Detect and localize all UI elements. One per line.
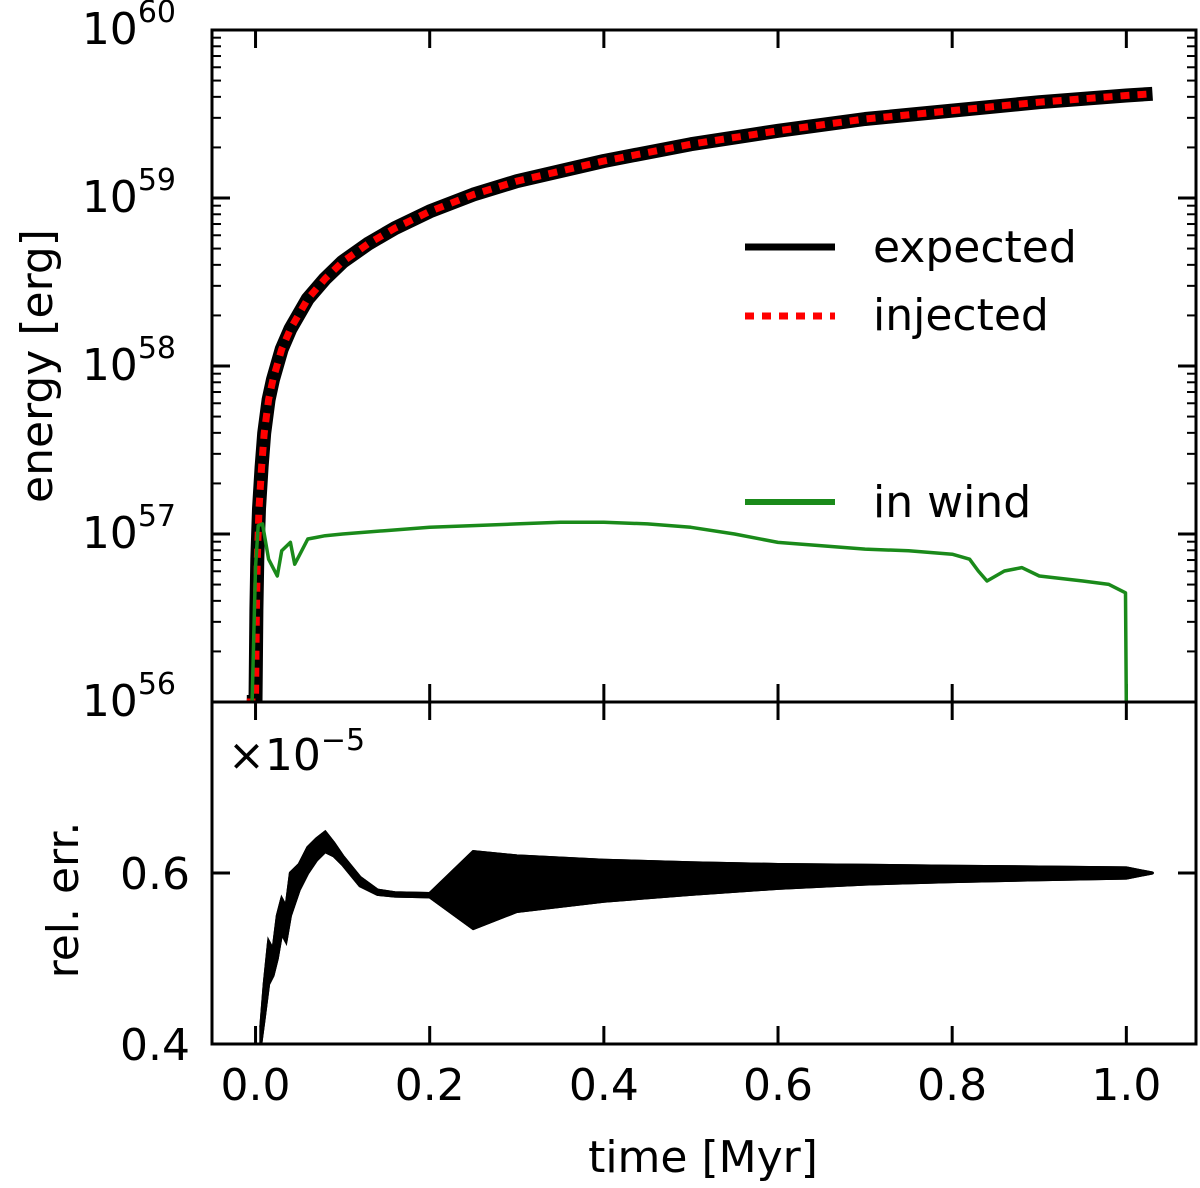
top-y-axis-label: energy [erg]	[12, 229, 63, 503]
x-tick-label: 0.4	[569, 1060, 639, 1111]
bottom-y-tick-label: 0.4	[120, 1020, 190, 1071]
bottom-y-ticks: 0.4 0.6	[120, 849, 1196, 1071]
tick-exponent: 57	[138, 499, 176, 534]
legend-label-injected: injected	[873, 290, 1049, 341]
tick-exponent: 58	[138, 331, 176, 366]
tick-exponent: 56	[138, 667, 176, 702]
legend: expected injected in wind	[745, 222, 1077, 528]
rel-err-lower-line	[259, 849, 1153, 1044]
top-series-group	[246, 86, 1153, 702]
x-tick-label: 0.2	[395, 1060, 465, 1111]
bottom-x-ticks: 0.0 0.2 0.4 0.6 0.8 1.0	[221, 702, 1161, 1111]
x-tick-label: 0.6	[743, 1060, 813, 1111]
x-tick-label: 1.0	[1091, 1060, 1161, 1111]
x-axis-label: time [Myr]	[588, 1132, 818, 1183]
legend-label-in-wind: in wind	[873, 477, 1031, 528]
tick-base: 10	[82, 508, 138, 559]
legend-label-expected: expected	[873, 222, 1077, 273]
bottom-series-group	[259, 829, 1154, 1044]
top-y-tick-label: 1059	[82, 163, 176, 223]
rel-err-upper-line	[259, 829, 1153, 1028]
top-y-tick-label: 1058	[82, 331, 176, 391]
tick-base: 10	[82, 4, 138, 55]
tick-base: 10	[82, 676, 138, 727]
tick-exponent: 59	[138, 163, 176, 198]
tick-base: 10	[82, 340, 138, 391]
multiplier-prefix: ×10	[228, 730, 321, 781]
top-x-ticks	[254, 30, 1128, 702]
x-tick-label: 0.0	[221, 1060, 291, 1111]
tick-base: 10	[82, 172, 138, 223]
multiplier-exponent: −5	[321, 723, 365, 758]
top-y-tick-label: 1060	[82, 0, 176, 55]
x-tick-label: 0.8	[917, 1060, 987, 1111]
series-line-in-wind	[250, 520, 1129, 702]
top-axes-frame	[210, 28, 1198, 704]
series-line-expected	[246, 86, 1153, 702]
series-line-injected	[246, 90, 1153, 702]
bottom-y-axis-label: rel. err.	[38, 822, 89, 979]
top-y-tick-label: 1057	[82, 499, 176, 559]
top-y-tick-label: 1056	[82, 667, 176, 727]
bottom-error-panel: 0.0 0.2 0.4 0.6 0.8 1.0 0.4 0.6 ×10−5 rel. err…	[38, 700, 1198, 1183]
bottom-y-tick-label: 0.6	[120, 849, 190, 900]
multiplier-label: ×10−5	[228, 723, 365, 781]
tick-exponent: 60	[138, 0, 176, 30]
